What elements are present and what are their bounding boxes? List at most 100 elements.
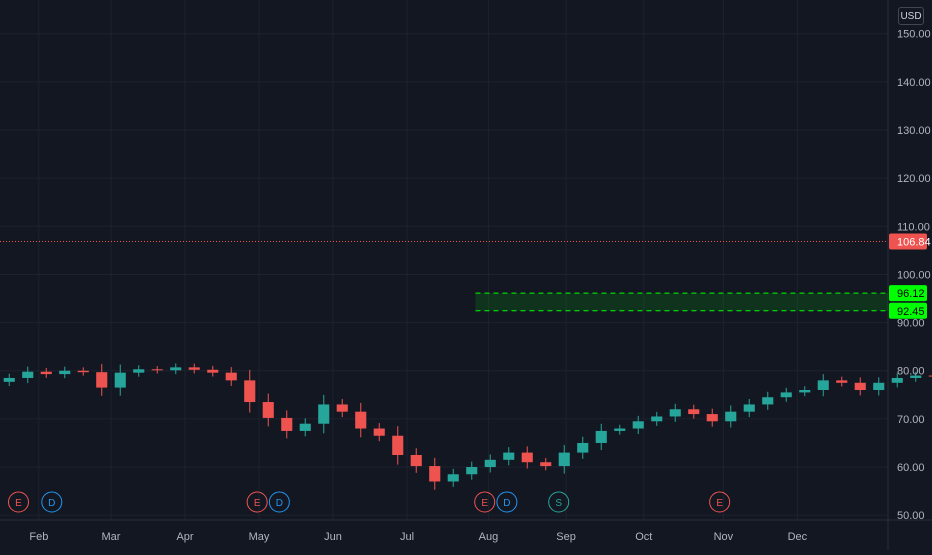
candle-body [281,417,293,431]
candle-body [410,455,422,467]
zone-fill[interactable] [475,293,888,311]
candle-body [336,404,348,412]
candle-body [299,423,311,431]
candle-body [780,392,792,398]
candle-body [207,369,219,373]
event-dividend-label: D [48,498,55,509]
candle-body [910,375,922,378]
candle-body [762,397,774,405]
candle-body [632,421,644,429]
x-tick-label: Jun [324,531,342,543]
event-earnings-marker[interactable] [709,491,731,513]
y-tick-label: 60.00 [897,462,925,474]
candle-body [540,462,552,467]
y-tick-label: 130.00 [897,125,931,137]
candle-body [669,409,681,417]
candle-body [22,371,34,378]
candle-body [3,377,15,382]
candle-body [40,371,52,375]
event-earnings-label: E [481,498,488,509]
zone-upper-tag-bg[interactable] [889,285,927,302]
candles-layer [3,363,932,490]
price-axis[interactable]: 150.00 140.00 130.00 120.00 110.00 100.00 90.0… [889,29,931,522]
x-tick-label: Dec [788,531,808,543]
y-tick-label: 70.00 [897,414,925,426]
candle-body [151,369,163,371]
candle-body [262,402,274,418]
candle-body [577,442,589,453]
candle-body [77,370,89,373]
candle-body [170,367,182,371]
x-tick-label: Feb [29,531,48,543]
candle-body [558,452,570,467]
candle-body [373,428,385,436]
candle-body [96,372,108,388]
last-price-tag-bg[interactable] [889,233,927,250]
x-tick-label: Aug [479,531,499,543]
candle-body [114,372,126,388]
x-tick-label: Oct [635,531,652,543]
candle-body [503,452,515,460]
candle-body [318,404,330,424]
zone-upper-tag[interactable]: 96.12 [897,288,925,300]
event-earnings-label: E [15,498,22,509]
candle-body [484,459,496,468]
event-earnings-label: E [254,498,261,509]
time-axis[interactable]: Feb Mar Apr May Jun Jul Aug Sep Oct Nov Dec [29,531,807,543]
candle-body [447,474,459,482]
x-tick-label: Nov [714,531,734,543]
candle-body [355,411,367,429]
event-earnings-marker[interactable] [246,491,268,513]
candle-body [928,375,932,377]
candle-body [688,409,700,415]
event-dividend-marker[interactable] [41,491,63,513]
y-tick-label: 140.00 [897,77,931,89]
candle-body [614,428,626,431]
candle-body [651,416,663,422]
x-tick-label: May [249,531,270,543]
y-tick-label: 100.00 [897,269,931,281]
y-tick-label: 150.00 [897,29,931,41]
candle-body [466,467,478,475]
candle-body [817,380,829,390]
candle-body [429,466,441,482]
x-tick-label: Mar [102,531,121,543]
event-dividend-marker[interactable] [496,491,518,513]
event-split-label: S [555,498,562,509]
event-earnings-marker[interactable] [474,491,496,513]
candle-body [188,367,200,370]
event-dividend-marker[interactable] [268,491,290,513]
candle-body [521,452,533,463]
y-tick-label: 110.00 [897,221,930,233]
event-dividend-label: D [503,498,510,509]
event-split-marker[interactable] [548,491,570,513]
y-tick-label: 80.00 [897,366,925,378]
candle-body [891,377,903,383]
y-tick-label: 120.00 [897,173,931,185]
candle-body [595,430,607,443]
y-tick-label: 50.00 [897,510,925,522]
x-tick-label: Apr [176,531,193,543]
candle-body [854,382,866,390]
last-price-tag[interactable]: 106.84 [897,237,931,249]
candle-body [133,369,145,373]
zone-lower-tag[interactable]: 92.45 [897,306,925,318]
x-tick-label: Sep [556,531,576,543]
candle-body [873,382,885,390]
support-zone[interactable] [475,292,888,312]
event-earnings-marker[interactable] [8,491,29,513]
event-dividend-label: D [276,498,283,509]
candle-body [725,411,737,422]
candle-body [225,372,237,381]
event-earnings-label: E [716,498,723,509]
candle-body [244,380,256,403]
currency-badge[interactable]: USD [898,7,924,25]
x-tick-label: Jul [400,531,414,543]
zone-lower-tag-bg[interactable] [889,302,927,319]
candle-body [799,390,811,393]
candle-body [743,404,755,412]
